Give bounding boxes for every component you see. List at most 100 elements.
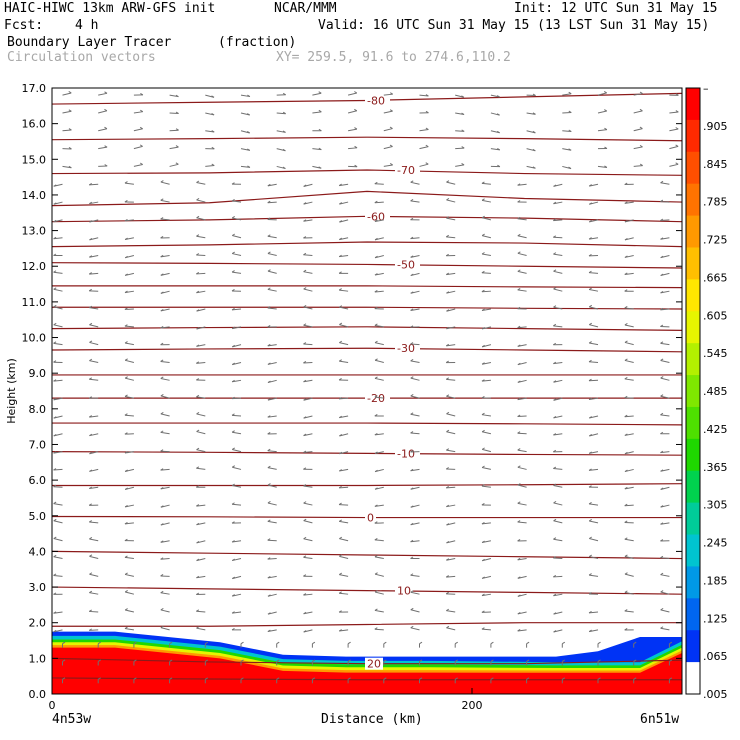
wind-vector bbox=[481, 414, 491, 417]
wind-vector bbox=[231, 503, 242, 506]
wind-vector-head bbox=[160, 411, 164, 415]
wind-vector-head bbox=[124, 255, 128, 259]
wind-vector-head bbox=[53, 433, 57, 437]
wind-vector bbox=[303, 379, 313, 383]
wind-vector bbox=[624, 378, 634, 381]
wind-vector-head bbox=[660, 572, 664, 576]
wind-vector bbox=[660, 359, 670, 363]
wind-vector-head bbox=[526, 677, 530, 680]
wind-vector-head bbox=[338, 629, 342, 632]
wind-vector bbox=[89, 324, 99, 328]
isotherm-line bbox=[52, 550, 682, 560]
wind-vector bbox=[553, 593, 563, 597]
wind-vector-head bbox=[160, 393, 164, 397]
wind-vector-head bbox=[553, 305, 557, 308]
wind-vector bbox=[410, 377, 420, 381]
wind-vector-head bbox=[303, 252, 307, 256]
y-tick-label: 5.0 bbox=[29, 510, 47, 523]
wind-vector-head bbox=[160, 198, 164, 201]
wind-vector bbox=[624, 486, 634, 490]
wind-vector bbox=[410, 591, 420, 595]
wind-vector-head bbox=[303, 518, 307, 522]
wind-vector bbox=[160, 360, 170, 363]
wind-vector-head bbox=[303, 184, 307, 187]
wind-vector-head bbox=[160, 254, 164, 258]
wind-vector bbox=[482, 448, 492, 453]
wind-vector bbox=[98, 92, 108, 96]
wind-vector-head bbox=[553, 269, 557, 272]
wind-vector-head bbox=[88, 520, 92, 523]
wind-vector-head bbox=[517, 629, 521, 632]
wind-vector-head bbox=[526, 641, 530, 645]
wind-vector-head bbox=[97, 641, 101, 645]
wind-vector bbox=[339, 520, 349, 524]
wind-vector-head bbox=[374, 181, 378, 185]
wind-vector-head bbox=[124, 538, 128, 542]
wind-vector-head bbox=[53, 322, 57, 326]
wind-vector bbox=[553, 468, 563, 470]
wind-vector-head bbox=[89, 537, 93, 540]
wind-vector bbox=[169, 129, 179, 132]
wind-vector bbox=[660, 609, 670, 613]
wind-vector bbox=[124, 522, 134, 525]
wind-vector-head bbox=[419, 677, 423, 680]
wind-vector-head bbox=[660, 218, 664, 221]
wind-vector-head bbox=[175, 145, 179, 148]
wind-vector-head bbox=[267, 519, 271, 522]
wind-vector-head bbox=[124, 469, 128, 472]
wind-vector bbox=[196, 361, 206, 364]
wind-vector-head bbox=[660, 376, 664, 379]
tracer-band-4 bbox=[52, 647, 682, 694]
wind-vector bbox=[160, 181, 170, 185]
wind-vector bbox=[633, 165, 643, 167]
wind-vector-head bbox=[675, 110, 679, 113]
wind-vector bbox=[160, 377, 170, 381]
wind-vector bbox=[267, 235, 277, 239]
wind-vector-head bbox=[639, 126, 643, 130]
wind-vector bbox=[303, 520, 313, 524]
wind-vector bbox=[196, 627, 206, 631]
wind-vector bbox=[303, 288, 313, 292]
wind-vector bbox=[124, 414, 134, 417]
wind-vector bbox=[62, 165, 72, 169]
wind-vector bbox=[89, 610, 99, 613]
wind-vector bbox=[196, 396, 206, 399]
wind-vector-head bbox=[267, 483, 271, 486]
wind-vector-head bbox=[303, 379, 307, 383]
wind-vector bbox=[196, 290, 206, 294]
wind-vector-head bbox=[196, 197, 200, 201]
colorbar-swatch bbox=[686, 662, 700, 695]
wind-vector-head bbox=[89, 377, 93, 380]
wind-vector-head bbox=[660, 555, 664, 559]
wind-vector bbox=[196, 272, 206, 275]
wind-vector bbox=[624, 415, 634, 418]
wind-vector-head bbox=[267, 200, 271, 204]
wind-vector bbox=[53, 237, 63, 240]
wind-vector bbox=[410, 200, 420, 203]
wind-vector-head bbox=[282, 130, 286, 133]
wind-vector-head bbox=[675, 162, 679, 165]
wind-vector-head bbox=[53, 536, 57, 539]
wind-vector-head bbox=[89, 201, 93, 205]
wind-vector bbox=[267, 415, 277, 418]
wind-vector-head bbox=[588, 573, 592, 576]
wind-vector bbox=[482, 467, 492, 470]
wind-vector-head bbox=[517, 539, 521, 542]
wind-vector-head bbox=[588, 592, 592, 595]
wind-vector-head bbox=[175, 128, 179, 131]
wind-vector bbox=[267, 575, 277, 579]
isotherm-label: 10 bbox=[397, 585, 411, 598]
wind-vector bbox=[482, 431, 492, 435]
wind-vector-head bbox=[267, 629, 271, 632]
isotherm-line bbox=[52, 136, 682, 142]
wind-vector bbox=[303, 611, 313, 615]
wind-vector bbox=[446, 344, 456, 347]
wind-vector-head bbox=[481, 610, 485, 613]
wind-vector-head bbox=[124, 413, 128, 416]
wind-vector-head bbox=[532, 130, 536, 134]
field-name: Boundary Layer Tracer bbox=[7, 35, 172, 50]
wind-vector-head bbox=[139, 126, 143, 130]
wind-vector-head bbox=[624, 414, 628, 418]
wind-vector bbox=[312, 148, 322, 151]
wind-vector bbox=[267, 307, 277, 310]
